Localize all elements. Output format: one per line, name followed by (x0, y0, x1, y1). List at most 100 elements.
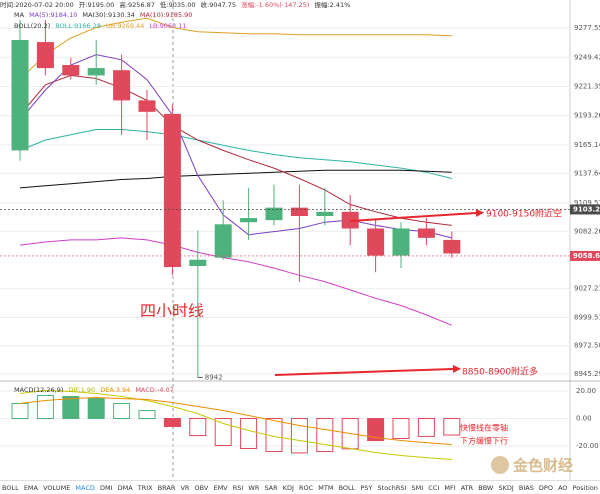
indicator-button[interactable]: BIAS (518, 483, 534, 492)
legend-item: 高:9256.87 (119, 0, 155, 9)
legend-item: BOLL(20,2) (14, 22, 50, 30)
candle-body (11, 39, 29, 151)
macd-bar (290, 418, 308, 454)
indicator-button[interactable]: BRAR (157, 483, 176, 492)
chart-title: 四小时线 (140, 302, 204, 321)
macd-bar (138, 410, 156, 420)
indicator-button[interactable]: EMV (213, 483, 228, 492)
annotation: 8850-8900附近多 (462, 366, 538, 378)
y-tick-label: 8972.50 (574, 342, 600, 350)
indicator-button[interactable]: DPO (538, 483, 553, 492)
y-tick-label: 9193.26 (574, 112, 600, 120)
y-tick-label: 9027.21 (574, 285, 600, 293)
price-tag-label: 9058.63 (573, 252, 600, 260)
indicator-button[interactable]: Position (572, 483, 598, 492)
legend-item: 振幅:2.41% (314, 0, 350, 9)
low-label: 8942 (205, 373, 223, 381)
legend-item: 开:9195.00 (79, 1, 115, 9)
macd-bar (163, 418, 181, 427)
annotation: 快慢线在零轴 (460, 423, 508, 433)
arrow-head (452, 365, 461, 373)
candle-body (316, 211, 334, 216)
legend-item: 涨幅:-1.60%(-147.25) (241, 0, 309, 9)
price-tag (570, 204, 600, 215)
candle-body (443, 239, 461, 254)
indicator-button[interactable]: OBV (194, 483, 209, 492)
indicator-line (19, 17, 452, 80)
macd-bar (443, 418, 461, 436)
dif-line (19, 389, 452, 460)
indicator-button[interactable]: StochRSI (377, 483, 407, 492)
y-tick-label: 9137.64 (574, 170, 600, 178)
candle-body (290, 207, 308, 216)
indicator-button[interactable]: DMI (99, 483, 113, 492)
indicator-button[interactable]: BBW (478, 483, 494, 492)
candle-body (163, 113, 181, 268)
y-tick-label: 8999.51 (574, 314, 600, 322)
candle-body (36, 42, 54, 69)
indicator-button[interactable]: MFI (444, 483, 456, 492)
legend-item: LB:9063.11 (149, 22, 186, 30)
macd-bar (240, 418, 258, 450)
legend-item: 收:9047.75 (201, 0, 237, 9)
indicator-button[interactable]: KDJ (282, 483, 294, 492)
arrow-head (475, 209, 484, 217)
macd-bar (392, 418, 410, 439)
indicator-button[interactable]: TRIX (137, 483, 153, 492)
candle-body (138, 100, 156, 112)
indicator-button[interactable]: DMA (117, 483, 133, 492)
indicator-button[interactable]: RSI (232, 483, 244, 492)
candle-body (87, 68, 105, 76)
y-tick-label: 9221.35 (574, 82, 600, 90)
macd-bar (316, 418, 334, 453)
legend-item: MA(30):9130.34 (82, 11, 134, 19)
candle-body (417, 228, 435, 238)
price-tag (570, 250, 600, 261)
indicator-button[interactable]: SMI (411, 483, 424, 492)
candle-body (367, 228, 385, 256)
macd-bar (417, 418, 435, 437)
legend-item: MA(10):9185.90 (140, 11, 192, 19)
arrow-shaft (274, 368, 454, 376)
arrow-shaft (349, 212, 477, 222)
indicator-button[interactable]: VOLUME (43, 483, 71, 492)
chart: 四小时线 9277.55 9249.42 9221.35 9193.26 9165.14… (0, 0, 600, 480)
dea-line (19, 396, 452, 445)
legend-item: MA(5):9184.10 (29, 11, 77, 19)
macd-bar (189, 418, 207, 437)
indicator-button[interactable]: AO (558, 483, 568, 492)
candle-body (265, 207, 283, 221)
indicator-button[interactable]: ROC (299, 483, 314, 492)
y-tick-label: 8945.29 (574, 370, 600, 378)
watermark-logo (491, 456, 509, 474)
indicator-line (19, 74, 452, 226)
candle-body (392, 228, 410, 256)
indicator-button[interactable]: MTM (318, 483, 334, 492)
indicator-button[interactable]: CCI (428, 483, 440, 492)
candle-body (113, 70, 131, 101)
indicator-button[interactable]: SKDJ (498, 483, 514, 492)
indicator-button[interactable]: BOLL (338, 483, 356, 492)
macd-bar (62, 395, 80, 420)
indicator-button[interactable]: ATR (460, 483, 474, 492)
indicator-button[interactable]: PSY (360, 483, 373, 492)
macd-bar (214, 418, 232, 446)
indicator-button[interactable]: BOLL (2, 483, 19, 492)
legend-item: MA (14, 11, 25, 19)
indicator-button[interactable]: WR (248, 483, 260, 492)
indicator-toolbar: BOLL EMA VOLUME MACD DMI DMA TRIX BRAR VR OBV EMV R… (0, 480, 600, 494)
indicator-button[interactable]: SAR (264, 483, 278, 492)
y-tick-label: 9277.55 (574, 24, 600, 32)
indicator-button[interactable]: VR (180, 483, 190, 492)
price-tag-label: 9103.26 (573, 205, 600, 213)
legend-item: DIF:1.90 (68, 386, 95, 394)
indicator-button[interactable]: EMA (23, 483, 38, 492)
y-tick-label: 9165.14 (574, 141, 600, 149)
candle-body (62, 64, 80, 76)
legend-item: MACD(12,26,9) (14, 386, 63, 394)
legend-item: BOLL:9166.28 (55, 22, 101, 30)
indicator-line (19, 129, 452, 179)
y-tick-label: 9082.26 (574, 227, 600, 235)
indicator-button[interactable]: MACD (75, 483, 95, 492)
